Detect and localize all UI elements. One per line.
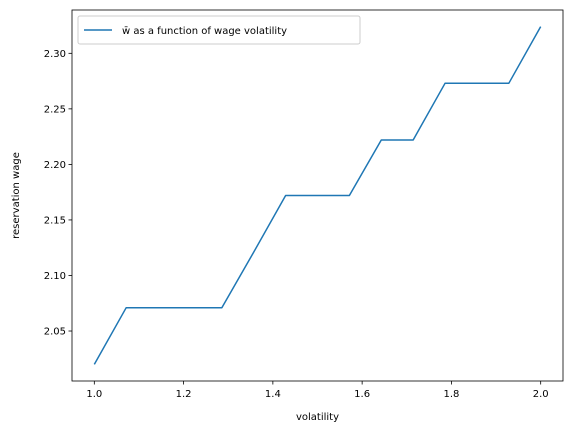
series-lines xyxy=(93,26,542,365)
x-tick-label: 1.6 xyxy=(354,389,370,400)
x-tick-label: 2.0 xyxy=(533,389,549,400)
x-tick-label: 1.2 xyxy=(176,389,192,400)
legend: w̄ as a function of wage volatility xyxy=(77,15,361,45)
x-tick-label: 1.8 xyxy=(443,389,459,400)
y-tick-label: 2.15 xyxy=(44,215,66,226)
x-axis-ticks: 1.0 1.2 1.4 1.6 1.8 2.0 xyxy=(86,381,549,400)
y-tick-label: 2.10 xyxy=(44,271,66,282)
y-tick-label: 2.25 xyxy=(44,104,66,115)
y-tick-label: 2.05 xyxy=(44,327,66,338)
y-axis-ticks: 2.05 2.10 2.15 2.20 2.25 2.30 xyxy=(44,49,72,338)
series-line xyxy=(93,26,542,365)
x-tick-label: 1.0 xyxy=(86,389,102,400)
y-axis-label: reservation wage xyxy=(11,152,22,239)
x-tick-label: 1.4 xyxy=(265,389,281,400)
legend-box xyxy=(77,15,361,45)
y-tick-label: 2.20 xyxy=(44,160,66,171)
x-axis-label: volatility xyxy=(296,412,339,423)
legend-label: w̄ as a function of wage volatility xyxy=(122,26,287,37)
y-tick-label: 2.30 xyxy=(44,49,66,60)
